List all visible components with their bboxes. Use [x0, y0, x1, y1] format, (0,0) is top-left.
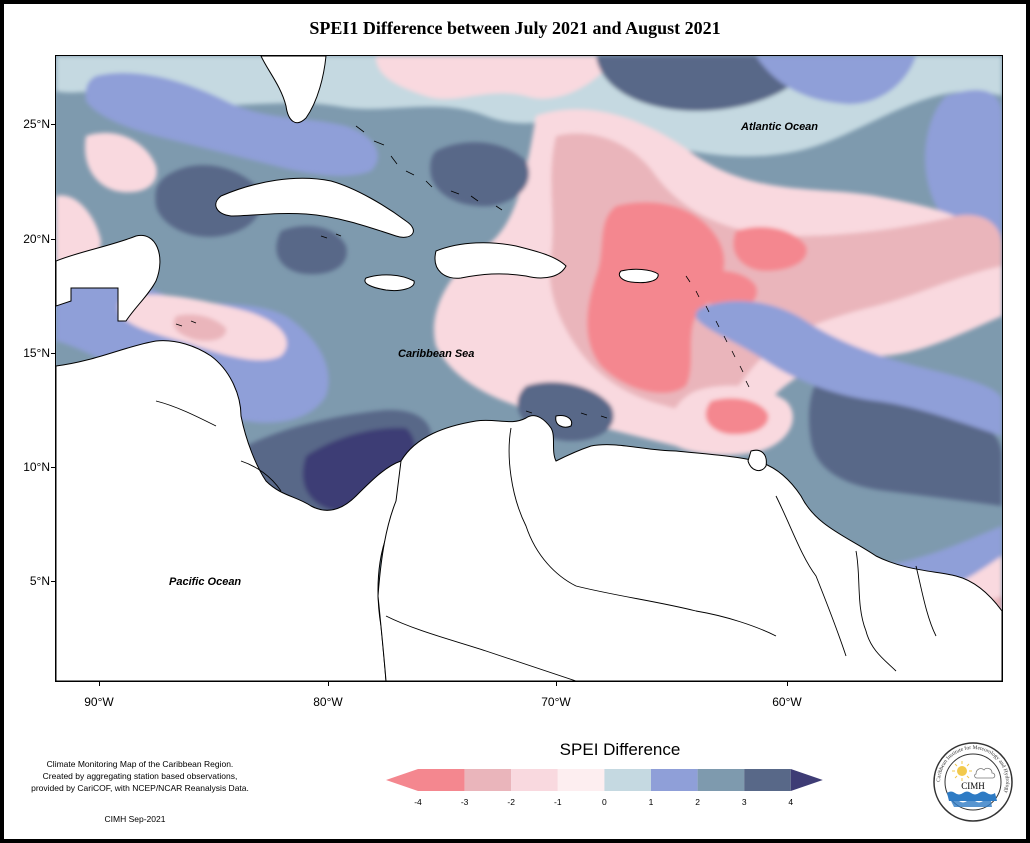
- lon-tick-60w: [787, 681, 788, 686]
- cayman-islands: [320, 233, 342, 239]
- lat-tick-10n: [51, 467, 55, 468]
- logo-abbr: CIMH: [961, 781, 985, 791]
- contour-red-venezuela: [705, 398, 769, 435]
- legend-title: SPEI Difference: [559, 740, 681, 759]
- contour-sea-dark-1: [155, 165, 262, 237]
- lon-tick-80w: [328, 681, 329, 686]
- sun-rays-icon: [952, 761, 972, 781]
- map-panel[interactable]: Atlantic Ocean Caribbean Sea Pacific Oce…: [55, 55, 1003, 682]
- contour-sea-dark-3: [430, 142, 530, 207]
- lat-label-10n: 10°N: [23, 460, 50, 474]
- legend-swatch: [557, 769, 605, 791]
- lon-tick-70w: [556, 681, 557, 686]
- contour-red-east: [733, 226, 807, 271]
- legend-swatch: [744, 769, 791, 791]
- border-centralamerica-1: [155, 400, 217, 427]
- lon-tick-90w: [99, 681, 100, 686]
- contour-top-pink: [376, 56, 616, 99]
- islands: [215, 177, 767, 472]
- border-centralamerica-2: [240, 460, 282, 492]
- lon-label-80w: 80°W: [313, 695, 343, 709]
- land-florida: [260, 56, 327, 124]
- legend-tick-label: -2: [507, 797, 515, 807]
- credit-line-2: Created by aggregating station based obs…: [42, 771, 238, 781]
- label-atlantic-ocean: Atlantic Ocean: [741, 121, 819, 133]
- map-title: SPEI1 Difference between July 2021 and A…: [309, 18, 721, 38]
- island-puerto-rico: [618, 268, 659, 284]
- land-masses: [56, 56, 1002, 681]
- credit-line-3: provided by CariCOF, with NCEP/NCAR Rean…: [31, 783, 249, 793]
- legend-tick-label: 3: [741, 797, 747, 807]
- legend-swatch: [697, 769, 745, 791]
- lon-label-60w: 60°W: [772, 695, 802, 709]
- legend-colorbar: [386, 769, 823, 791]
- credit-text: Climate Monitoring Map of the Caribbean …: [20, 758, 260, 794]
- legend-tick-label: 1: [648, 797, 654, 807]
- lesser-antilles: [685, 275, 750, 388]
- cloud-icon: [974, 767, 996, 779]
- island-trinidad: [747, 449, 767, 472]
- legend-swatch: [464, 769, 512, 791]
- contour-atlantic-blue: [756, 56, 916, 105]
- island-cuba: [215, 177, 414, 238]
- legend-tick-label: 4: [788, 797, 794, 807]
- legend-swatch: [604, 769, 651, 791]
- border-venezuela-brazil: [575, 585, 777, 637]
- legend-arrow-right: [790, 769, 823, 791]
- credit-date: CIMH Sep-2021: [104, 814, 166, 824]
- contour-blue-east-sea: [695, 301, 1002, 436]
- contour-atlantic-dark: [596, 56, 816, 111]
- lat-tick-25n: [51, 124, 55, 125]
- contour-red-pr: [694, 270, 757, 309]
- bay-islands: [175, 320, 197, 327]
- island-curacao: [555, 415, 573, 428]
- legend-arrow-left: [386, 769, 418, 791]
- contour-red-honduras: [173, 314, 227, 341]
- cimh-logo: CIMH Caribbean Institute for Meteorology…: [933, 742, 1013, 822]
- lat-label-25n: 25°N: [23, 117, 50, 131]
- country-borders: [155, 400, 937, 681]
- abc-islands: [525, 410, 608, 419]
- land-central-america: [56, 340, 403, 681]
- small-islands: [175, 125, 750, 419]
- credit-line-1: Climate Monitoring Map of the Caribbean …: [46, 759, 234, 769]
- label-pacific-ocean: Pacific Ocean: [169, 576, 242, 588]
- contour-pink-northwest: [85, 132, 157, 193]
- lon-label-70w: 70°W: [541, 695, 571, 709]
- legend-swatch: [511, 769, 558, 791]
- lat-label-5n: 5°N: [29, 574, 50, 588]
- legend-tick-label: -1: [554, 797, 562, 807]
- label-caribbean-sea: Caribbean Sea: [398, 348, 475, 360]
- water-waves-icon: [947, 791, 997, 807]
- legend-tick-label: 2: [695, 797, 700, 807]
- border-suriname: [855, 550, 897, 672]
- lon-label-90w: 90°W: [84, 695, 114, 709]
- legend-tick-label: 0: [602, 797, 607, 807]
- spei-difference-map[interactable]: [56, 56, 1002, 681]
- border-colombia-ecuador: [385, 615, 577, 681]
- legend-swatch: [418, 769, 465, 791]
- legend-tick-label: -4: [414, 797, 422, 807]
- lat-label-15n: 15°N: [23, 346, 50, 360]
- lat-tick-5n: [51, 581, 55, 582]
- sun-icon: [957, 766, 967, 776]
- land-mexico-yucatan: [56, 234, 161, 322]
- contour-core-red: [587, 202, 725, 394]
- island-jamaica: [364, 274, 415, 291]
- legend-tick-label: -3: [460, 797, 469, 807]
- contour-blue-north: [85, 72, 378, 176]
- bahamas-chain: [355, 125, 503, 211]
- legend-swatch: [651, 769, 698, 791]
- lat-tick-15n: [51, 353, 55, 354]
- island-hispaniola: [434, 242, 567, 279]
- contour-sea-dark-2: [276, 226, 347, 275]
- border-guyana: [775, 495, 847, 657]
- border-fguiana: [915, 565, 937, 637]
- lat-label-20n: 20°N: [23, 232, 50, 246]
- border-venezuela-colombia: [508, 427, 577, 587]
- lat-tick-20n: [51, 239, 55, 240]
- contour-pink-left: [56, 195, 101, 268]
